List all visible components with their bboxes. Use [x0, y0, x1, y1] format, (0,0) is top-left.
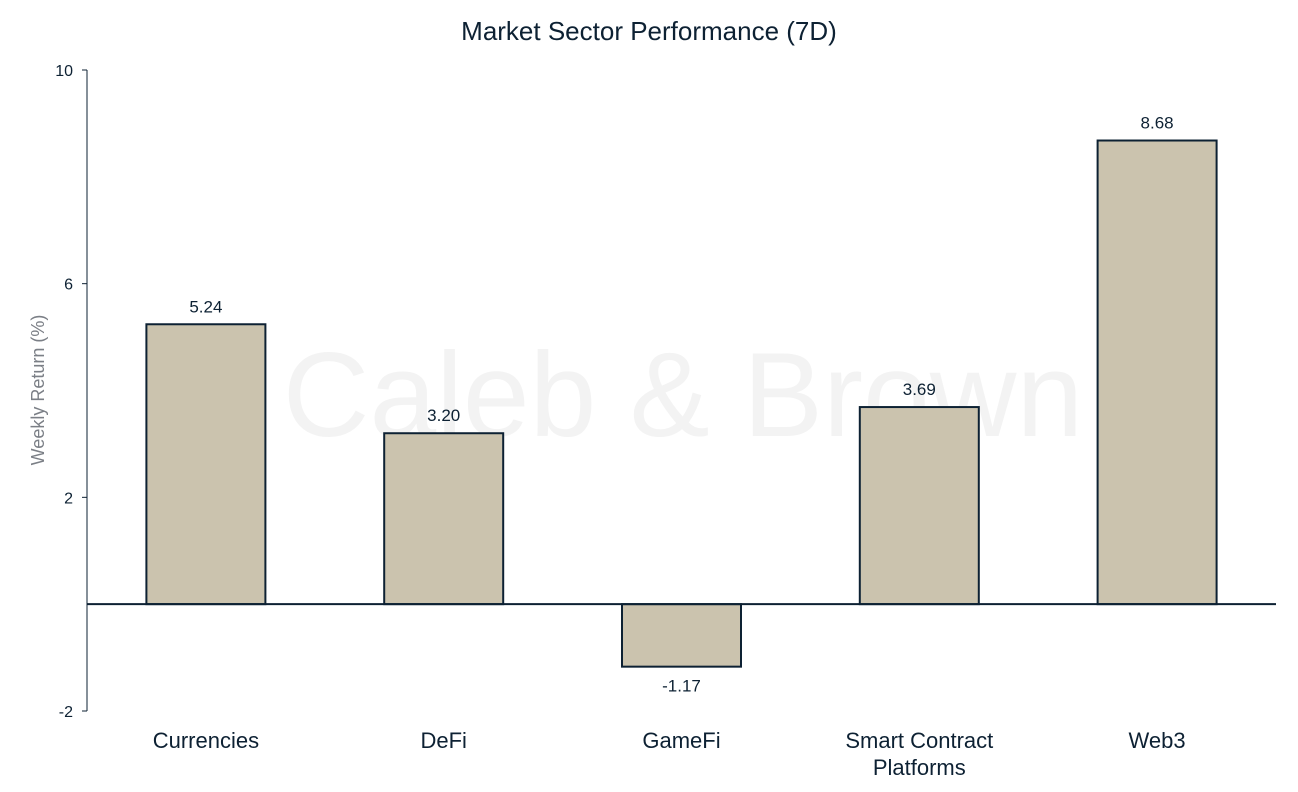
bar — [858, 406, 980, 606]
category-label: DeFi — [420, 728, 466, 753]
bar — [145, 323, 267, 606]
category-label: Web3 — [1129, 728, 1186, 753]
y-tick-label: 6 — [64, 277, 73, 294]
data-label: 3.20 — [427, 406, 460, 425]
plot-area: -2 2 6 10 5.24 Currencies 3.20 DeFi -1.17 GameFi 3… — [55, 63, 1276, 780]
bar — [383, 432, 505, 606]
chart-title: Market Sector Performance (7D) — [461, 16, 837, 46]
data-label: -1.17 — [662, 677, 701, 696]
data-label: 8.68 — [1141, 114, 1174, 133]
y-axis-title: Weekly Return (%) — [28, 315, 48, 466]
data-label: 5.24 — [189, 297, 222, 316]
category-label: Smart Contract — [845, 728, 993, 753]
y-tick-label: -2 — [59, 704, 73, 721]
bar — [1096, 139, 1218, 606]
category-label: GameFi — [642, 728, 720, 753]
y-tick-label: 10 — [55, 63, 73, 80]
category-label: Currencies — [153, 728, 259, 753]
data-label: 3.69 — [903, 380, 936, 399]
y-tick-label: 2 — [64, 490, 73, 507]
category-label: Platforms — [873, 755, 966, 780]
bar — [621, 603, 742, 668]
